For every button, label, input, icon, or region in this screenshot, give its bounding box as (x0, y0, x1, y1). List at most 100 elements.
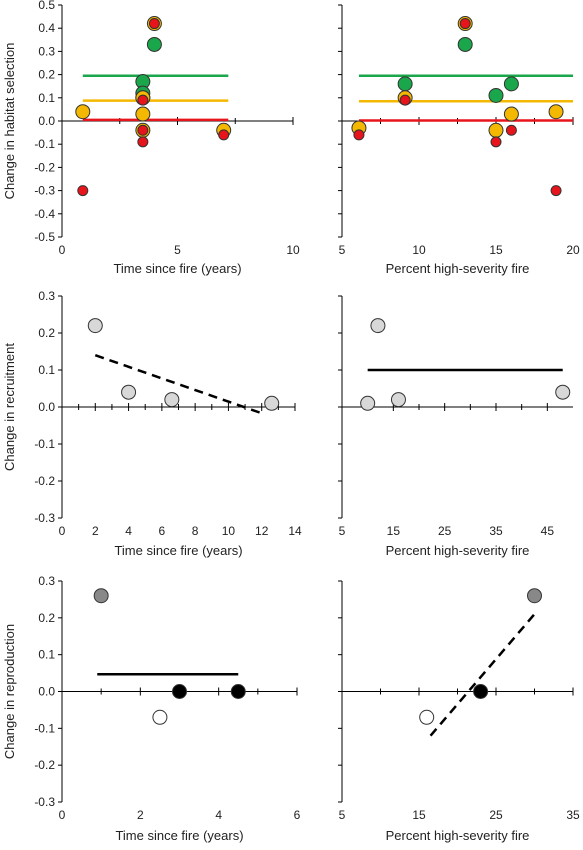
data-point (555, 384, 571, 400)
x-tick-label: 20 (566, 243, 580, 257)
data-point (390, 392, 406, 408)
x-axis-title: Percent high-severity fire (386, 828, 530, 843)
y-axis-title: Change in reproduction (2, 624, 17, 759)
data-point (87, 318, 103, 334)
data-point (503, 76, 519, 92)
y-tick-label: 0.4 (38, 21, 55, 35)
x-tick-label: 4 (125, 524, 132, 538)
data-point (353, 129, 365, 141)
x-tick-label: 5 (339, 808, 346, 822)
y-tick-label: -0.3 (34, 795, 55, 809)
y-tick-label: 0.3 (38, 289, 55, 303)
chart-habitat-severity: 5 10 15 20 Percent high-severity fire (338, 4, 580, 276)
data-point (230, 684, 246, 699)
y-tick-label: 0.0 (38, 685, 55, 699)
y-tick-label: 0.1 (38, 648, 55, 662)
y-tick-label: 0.3 (38, 44, 55, 58)
trend-line (94, 354, 266, 416)
y-tick-label: -0.1 (34, 137, 55, 151)
x-tick-label: 10 (286, 243, 300, 257)
y-tick-label: -0.3 (34, 511, 55, 525)
data-point (121, 384, 137, 400)
y-tick-label: -0.3 (34, 184, 55, 198)
data-point (360, 395, 376, 411)
x-tick-label: 35 (566, 808, 580, 822)
x-axis-title: Time since fire (years) (113, 261, 241, 276)
data-point (148, 18, 160, 30)
x-tick-label: 6 (294, 808, 301, 822)
chart-reproduction-time: 0.3 0.2 0.1 0.0 -0.1 -0.2 -0.3 0 2 4 6 Time since f… (2, 574, 301, 843)
data-point (457, 36, 473, 52)
y-tick-label: -0.4 (34, 207, 55, 221)
chart-reproduction-severity: 5 15 25 35 Percent high-severity fire (338, 580, 580, 843)
x-tick-label: 14 (288, 524, 302, 538)
chart-habitat-time: 0.5 0.4 0.3 0.2 0.1 0.0 -0.1 -0.2 -0.3 -0.4 -0.5 0 5… (2, 0, 300, 276)
data-point (75, 104, 91, 120)
x-tick-label: 0 (59, 808, 66, 822)
data-point (419, 709, 435, 725)
data-point (503, 106, 519, 122)
x-tick-label: 25 (438, 524, 452, 538)
chart-recruitment-severity: 5 15 25 35 45 Percent high-severity fire (338, 295, 573, 558)
x-tick-label: 10 (412, 243, 426, 257)
x-tick-label: 15 (489, 243, 503, 257)
x-tick-label: 4 (215, 808, 222, 822)
data-point (490, 136, 502, 148)
x-tick-label: 15 (387, 524, 401, 538)
x-tick-label: 0 (59, 243, 66, 257)
y-tick-label: 0.3 (38, 574, 55, 588)
y-tick-label: 0.2 (38, 326, 55, 340)
y-tick-label: -0.5 (34, 230, 55, 244)
y-tick-label: 0.5 (38, 0, 55, 12)
y-tick-label: 0.1 (38, 91, 55, 105)
x-tick-label: 5 (339, 524, 346, 538)
data-point (137, 94, 149, 106)
data-point (146, 36, 162, 52)
data-point (137, 136, 149, 148)
data-point (527, 588, 542, 604)
data-point (473, 684, 489, 699)
data-point (488, 87, 504, 103)
data-point (135, 106, 151, 122)
data-point (137, 124, 149, 136)
x-axis-title: Percent high-severity fire (386, 543, 530, 558)
data-point (164, 392, 180, 408)
x-tick-label: 6 (159, 524, 166, 538)
x-tick-label: 10 (222, 524, 236, 538)
x-tick-label: 8 (192, 524, 199, 538)
y-tick-label: 0.2 (38, 68, 55, 82)
y-axis-title: Change in recruitment (2, 343, 17, 471)
x-tick-label: 12 (255, 524, 269, 538)
y-tick-label: -0.1 (34, 721, 55, 735)
y-tick-label: -0.2 (34, 758, 55, 772)
x-tick-label: 25 (489, 808, 503, 822)
data-point (548, 104, 564, 120)
data-point (505, 124, 517, 136)
trend-line (429, 613, 536, 737)
x-tick-label: 2 (137, 808, 144, 822)
x-axis-title: Percent high-severity fire (386, 261, 530, 276)
data-point (152, 709, 168, 725)
x-tick-label: 5 (339, 243, 346, 257)
data-point (264, 395, 280, 411)
y-axis-title: Change in habitat selection (2, 43, 17, 200)
data-point (488, 122, 504, 138)
data-point (370, 318, 386, 334)
data-point (93, 588, 109, 604)
y-tick-label: 0.0 (38, 114, 55, 128)
y-tick-label: -0.1 (34, 437, 55, 451)
data-point (550, 185, 562, 197)
x-tick-label: 45 (541, 524, 555, 538)
data-point (397, 76, 413, 92)
x-axis-title: Time since fire (years) (114, 543, 242, 558)
y-tick-label: 0.1 (38, 363, 55, 377)
data-point (218, 129, 230, 141)
x-tick-label: 0 (59, 524, 66, 538)
y-tick-label: -0.2 (34, 474, 55, 488)
x-tick-label: 5 (174, 243, 181, 257)
x-axis-title: Time since fire (years) (115, 828, 243, 843)
x-tick-label: 15 (412, 808, 426, 822)
y-tick-label: -0.2 (34, 160, 55, 174)
data-point (172, 684, 187, 699)
